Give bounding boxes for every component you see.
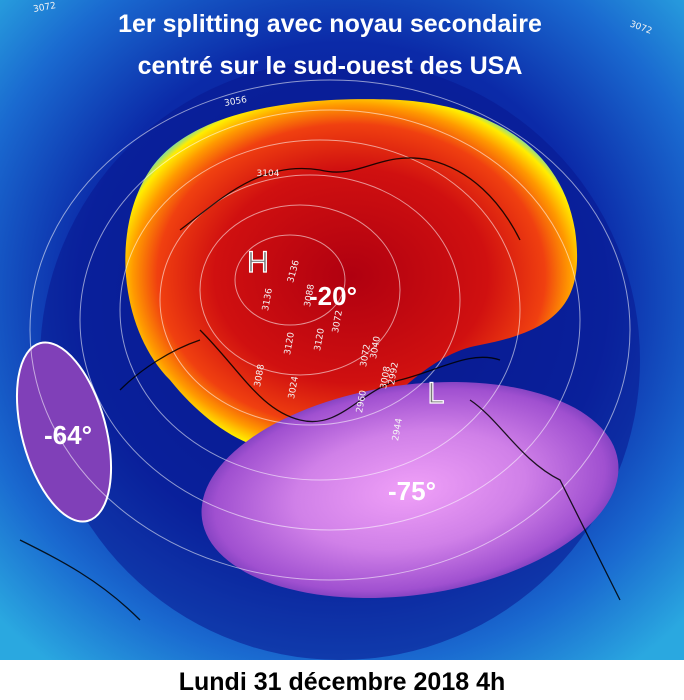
footer-date: Lundi 31 décembre 2018 4h bbox=[179, 668, 506, 696]
contour-label: 3120 bbox=[283, 331, 297, 356]
contours bbox=[29, 79, 631, 581]
contour-label: 3024 bbox=[287, 375, 301, 400]
temperature-label: -75° bbox=[388, 476, 436, 506]
contour-label: 3136 bbox=[261, 287, 275, 312]
contour-label: 3088 bbox=[303, 283, 317, 308]
title-line-2: centré sur le sud-ouest des USA bbox=[138, 52, 523, 80]
temperature-label: -64° bbox=[44, 420, 92, 450]
coastlines bbox=[19, 157, 621, 621]
temperature-label: -20° bbox=[309, 281, 357, 311]
contour-label: 3072 bbox=[33, 1, 57, 15]
high-marker: H bbox=[247, 246, 269, 279]
contour-label: 3120 bbox=[313, 327, 327, 352]
low-marker: L bbox=[428, 377, 445, 410]
contour-label: 3072 bbox=[331, 310, 345, 334]
contour-label: 2944 bbox=[391, 417, 405, 442]
contour-label: 3008 bbox=[379, 365, 393, 390]
contour-label: 3104 bbox=[257, 169, 280, 179]
footer-band bbox=[0, 660, 684, 700]
contour-label: 2992 bbox=[387, 362, 401, 386]
contour-label: 3040 bbox=[369, 335, 383, 360]
contour-label: 3072 bbox=[359, 344, 373, 368]
title-line-1: 1er splitting avec noyau secondaire bbox=[118, 10, 542, 38]
contour-label: 3088 bbox=[253, 363, 267, 388]
contour-label: 3056 bbox=[224, 95, 249, 109]
cold-core-main bbox=[201, 381, 619, 599]
contour-label: 2960 bbox=[355, 389, 369, 414]
